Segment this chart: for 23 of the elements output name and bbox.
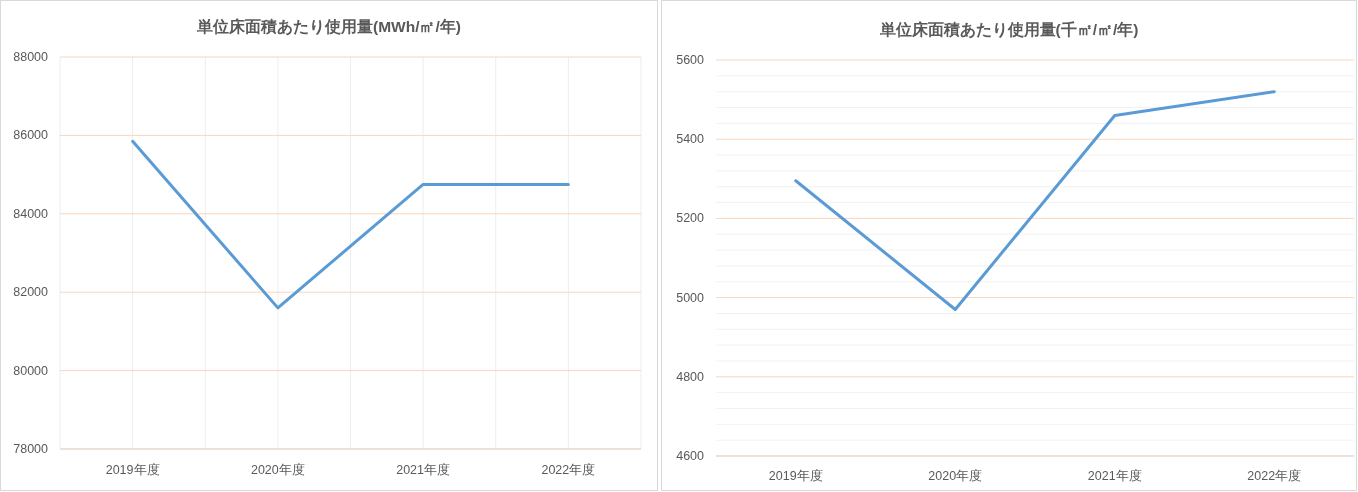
y-tick-label: 78000 [13,442,49,456]
x-tick-label: 2022年度 [1247,468,1302,483]
chart-title: 単位床面積あたり使用量(MWh/㎡/年) [196,17,461,36]
x-tick-label: 2021年度 [396,462,451,477]
y-tick-label: 80000 [13,363,49,378]
y-tick-label: 5600 [676,53,705,67]
y-tick-label: 88000 [13,50,49,64]
x-tick-label: 2020年度 [928,468,983,483]
chart-title: 単位床面積あたり使用量(千㎡/㎡/年) [878,20,1139,39]
x-tick-label: 2020年度 [250,462,305,477]
y-tick-label: 4600 [676,449,705,463]
x-tick-label: 2019年度 [105,462,160,477]
y-tick-label: 4800 [676,369,705,384]
x-tick-label: 2022年度 [541,462,596,477]
y-tick-label: 84000 [13,206,49,221]
y-tick-label: 86000 [13,128,49,143]
line-series [794,90,1276,311]
y-tick-label: 5200 [676,211,705,226]
x-tick-label: 2021年度 [1087,468,1142,483]
x-tick-label: 2019年度 [768,468,823,483]
y-tick-label: 5000 [676,290,705,305]
y-tick-label: 5400 [676,132,705,147]
y-tick-label: 82000 [13,285,49,300]
